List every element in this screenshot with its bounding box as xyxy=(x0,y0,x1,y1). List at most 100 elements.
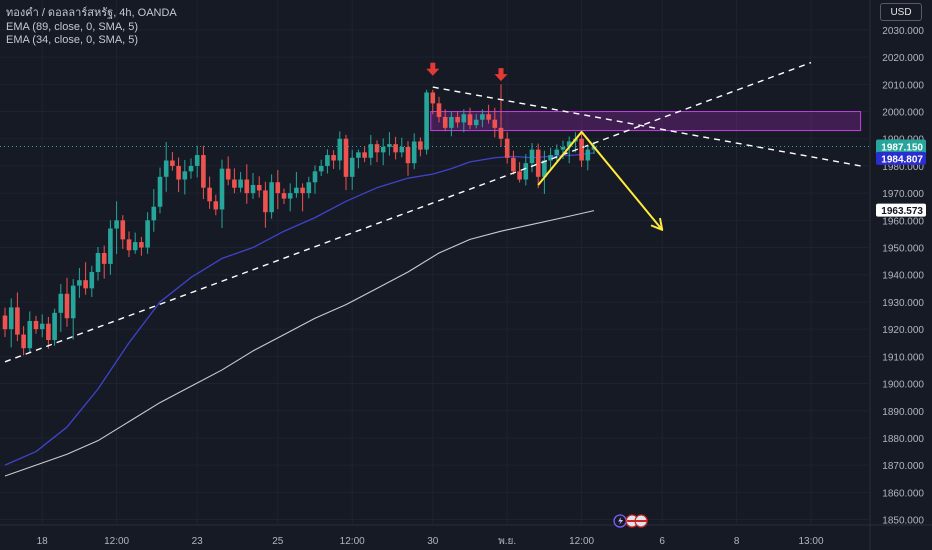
ema-34-price-bg xyxy=(876,151,926,165)
candle-body xyxy=(114,220,119,229)
down-arrow-marker xyxy=(494,68,508,82)
x-tick-label: 8 xyxy=(734,536,740,547)
candle-body xyxy=(89,272,95,289)
candle-body xyxy=(492,119,498,128)
candle-body xyxy=(560,146,566,150)
candle xyxy=(430,89,436,115)
candle-body xyxy=(244,179,250,194)
candle xyxy=(424,89,429,155)
candle-body xyxy=(399,146,405,153)
candle-body xyxy=(504,138,510,158)
candle-body xyxy=(312,171,318,183)
candle-body xyxy=(132,242,138,251)
candle-body xyxy=(405,146,411,164)
x-tick-label: 12:00 xyxy=(104,536,129,547)
candle xyxy=(225,156,231,186)
candle-body xyxy=(424,92,429,150)
y-tick-label: 1950.000 xyxy=(882,244,924,255)
candle xyxy=(566,136,572,164)
candle xyxy=(114,201,119,255)
candle xyxy=(399,137,405,158)
x-tick-label: 6 xyxy=(659,536,665,547)
candle xyxy=(238,171,243,193)
candle xyxy=(232,168,237,194)
candle xyxy=(517,162,522,183)
candle xyxy=(46,316,51,349)
candle xyxy=(151,189,157,232)
candle-body xyxy=(418,141,423,150)
candle xyxy=(176,157,181,193)
candle-body xyxy=(157,176,163,207)
candle-body xyxy=(449,116,454,128)
candle xyxy=(498,84,504,147)
currency-button[interactable]: USD xyxy=(880,3,922,21)
candle xyxy=(318,159,324,176)
y-tick-label: 1900.000 xyxy=(882,380,924,391)
candle-body xyxy=(480,114,485,120)
candle xyxy=(83,262,88,295)
x-tick-label: 23 xyxy=(192,536,204,547)
candle xyxy=(337,131,343,170)
ema-34-line xyxy=(4,152,595,466)
candle xyxy=(219,159,225,228)
candle-body xyxy=(15,307,20,335)
candle-body xyxy=(430,92,436,104)
symbol-title[interactable]: ทองคำ / ดอลลาร์สหรัฐ, 4h, OANDA xyxy=(6,7,177,19)
x-tick-label: 12:00 xyxy=(569,536,594,547)
candle-body xyxy=(33,320,39,330)
ema-34-price-label: 1984.807 xyxy=(876,151,926,165)
candle-body xyxy=(70,285,76,319)
candle xyxy=(300,183,305,212)
candle-body xyxy=(201,155,206,188)
candle-body xyxy=(461,114,467,123)
candle xyxy=(157,167,163,214)
candle xyxy=(511,150,516,175)
candle xyxy=(201,145,206,200)
candle xyxy=(70,279,76,340)
candle-body xyxy=(219,168,225,210)
grid xyxy=(0,0,870,525)
candle xyxy=(39,314,45,338)
candle-body xyxy=(126,239,132,251)
candle-body xyxy=(331,155,336,161)
candle xyxy=(368,134,374,166)
candle-body xyxy=(455,116,460,123)
candle xyxy=(380,138,386,166)
candle xyxy=(436,96,442,123)
y-tick-label: 1960.000 xyxy=(882,216,924,227)
y-tick-label: 1980.000 xyxy=(882,162,924,173)
resistance-zone xyxy=(430,111,862,132)
ema-34-legend[interactable]: EMA (34, close, 0, SMA, 5) xyxy=(6,34,139,46)
y-tick-label: 2020.000 xyxy=(882,53,924,64)
candle xyxy=(64,277,70,327)
candle-body xyxy=(523,163,529,180)
x-tick-label: 13:00 xyxy=(798,536,823,547)
candle xyxy=(244,164,250,204)
candle-body xyxy=(2,315,8,330)
down-arrow-marker xyxy=(426,62,440,76)
candle-body xyxy=(393,144,398,153)
candle xyxy=(492,107,498,138)
candle xyxy=(170,152,175,171)
candle-body xyxy=(52,312,57,341)
candle xyxy=(275,170,281,210)
candle xyxy=(126,231,132,258)
y-tick-label: 2000.000 xyxy=(882,108,924,119)
candle xyxy=(269,174,274,219)
ema-89-legend[interactable]: EMA (89, close, 0, SMA, 5) xyxy=(6,20,139,33)
flash-glyph-icon xyxy=(618,517,624,525)
candle-body xyxy=(287,193,293,199)
candle-body xyxy=(170,160,175,166)
y-tick-label: 1930.000 xyxy=(882,298,924,309)
candle-body xyxy=(145,220,150,248)
candle xyxy=(120,215,126,249)
y-tick-label: 1870.000 xyxy=(882,461,924,472)
candle xyxy=(467,107,473,129)
candle xyxy=(33,315,39,334)
candle xyxy=(2,307,8,338)
y-tick-label: 1850.000 xyxy=(882,516,924,527)
candle-body xyxy=(554,149,560,156)
candle-body xyxy=(163,160,169,177)
candle xyxy=(163,141,169,192)
